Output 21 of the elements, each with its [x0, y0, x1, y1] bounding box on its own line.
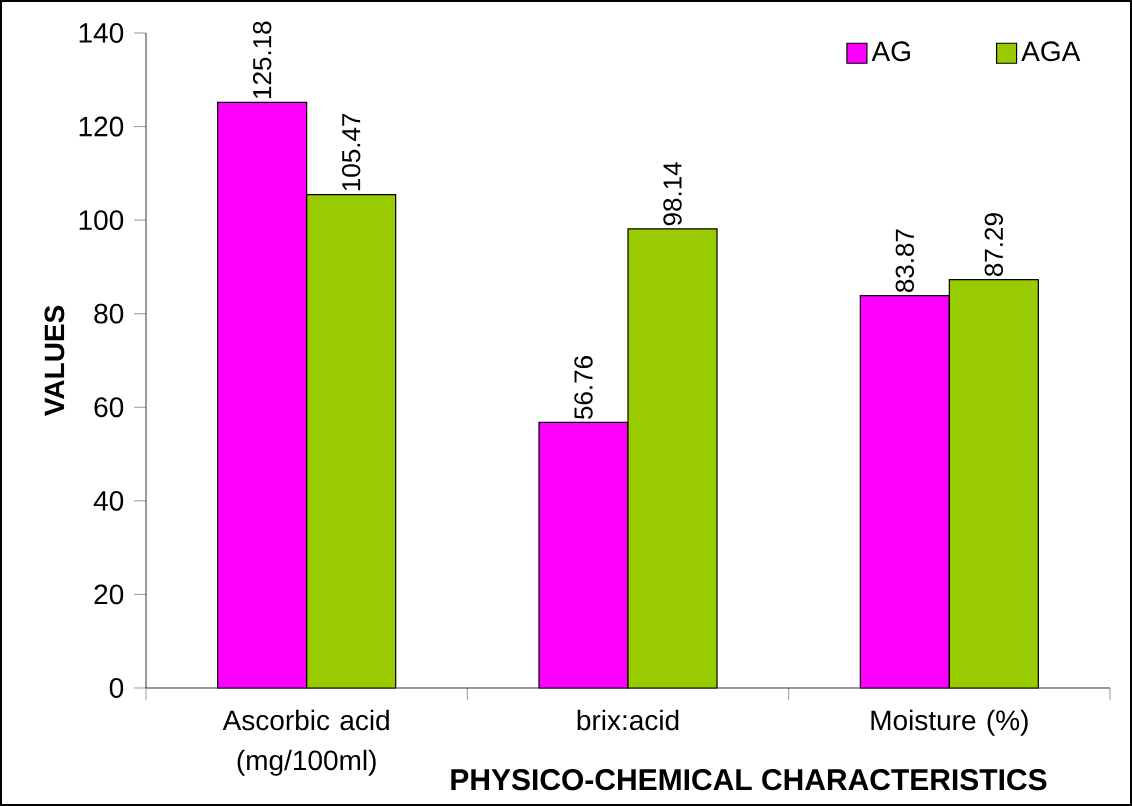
y-tick-label: 20 — [94, 584, 124, 605]
y-tick-label: 60 — [94, 397, 124, 418]
y-tick-label: 0 — [109, 678, 124, 698]
y-tick-label: 40 — [93, 490, 124, 511]
x-axis-title: PHYSICO-CHEMICAL CHARACTERISTICS — [451, 769, 1047, 791]
y-tick-label: 140 — [79, 23, 124, 43]
data-label: 125.18 — [252, 21, 272, 98]
data-label: 56.76 — [574, 356, 593, 419]
data-label: 105.47 — [341, 113, 361, 191]
x-tick-label: brix:acid — [577, 709, 679, 731]
x-tick-label: Ascorbic acid (mg/100ml) — [222, 709, 389, 776]
data-label: 87.29 — [984, 213, 1004, 277]
legend-label: AG — [871, 41, 910, 62]
y-tick-label: 100 — [79, 210, 124, 231]
data-label: 83.87 — [895, 229, 915, 293]
x-tick-label: Moisture (%) — [871, 709, 1028, 736]
y-axis-title: VALUES — [44, 305, 65, 417]
y-tick-label: 120 — [79, 116, 124, 137]
y-tick-label: 80 — [94, 303, 124, 324]
data-label: 98.14 — [663, 162, 682, 226]
legend-label: AGA — [1021, 41, 1081, 62]
